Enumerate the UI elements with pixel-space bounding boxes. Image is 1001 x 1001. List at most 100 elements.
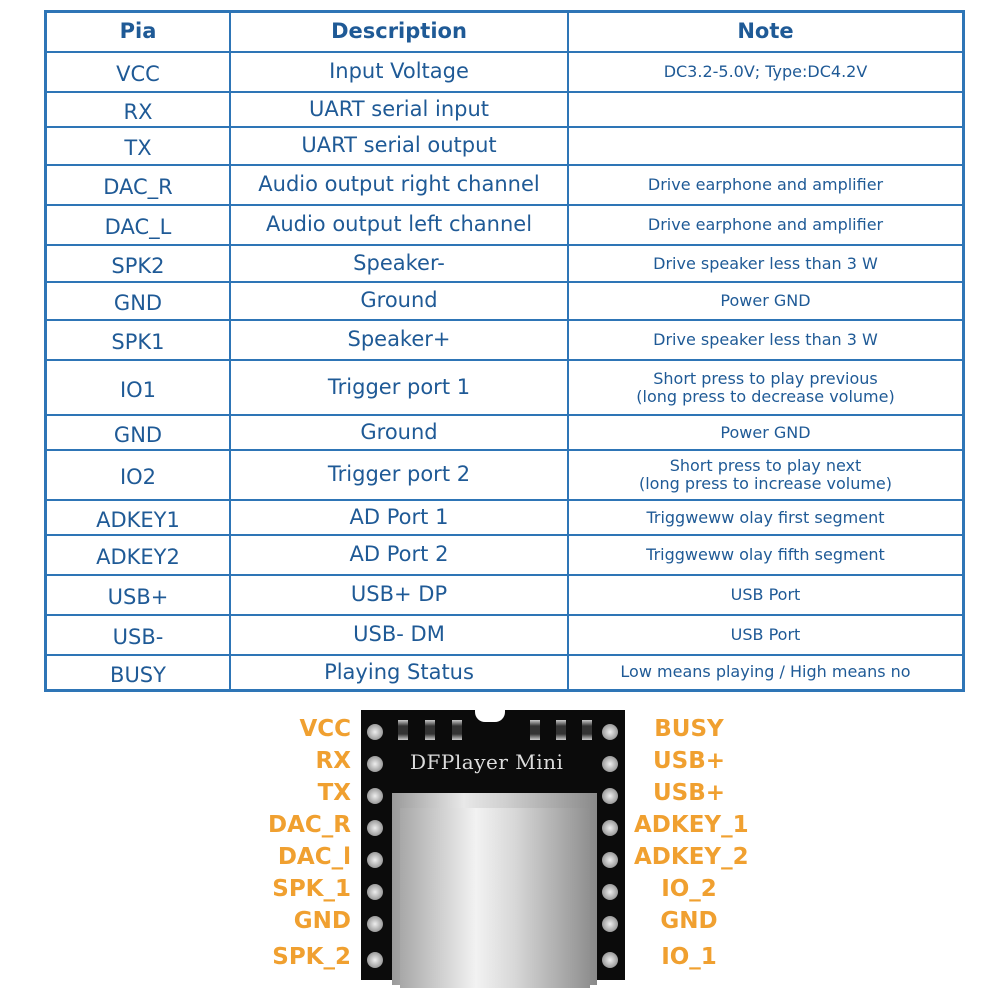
description-cell: UART serial output — [229, 126, 569, 166]
pin-hole — [367, 916, 383, 932]
description-cell: Speaker- — [229, 244, 569, 283]
sd-card-slot-body — [400, 808, 590, 988]
smd-component — [425, 720, 435, 740]
pin-table: Pia Description Note VCC Input Voltage DC3… — [44, 10, 965, 692]
note-cell: Power GND — [567, 281, 965, 321]
description-cell: USB- DM — [229, 614, 569, 656]
table-row: USB- USB- DM USB Port — [44, 614, 965, 656]
left-pin-label: DAC_R — [268, 812, 351, 838]
table-row: DAC_L Audio output left channel Drive earp… — [44, 204, 965, 246]
board-notch — [475, 710, 505, 722]
description-cell: Ground — [229, 414, 569, 451]
header-note: Note — [567, 10, 965, 53]
left-pin-label: RX — [315, 748, 351, 774]
pin-cell: ADKEY1 — [44, 499, 231, 536]
pin-cell: GND — [44, 414, 231, 451]
pin-hole — [602, 952, 618, 968]
note-cell: Triggweww olay fifth segment — [567, 534, 965, 576]
note-cell: Low means playing / High means no — [567, 654, 965, 691]
table-header-row: Pia Description Note — [44, 10, 965, 53]
table-row: USB+ USB+ DP USB Port — [44, 574, 965, 616]
smd-component — [582, 720, 592, 740]
right-pin-label: GND — [660, 908, 718, 934]
table-row: BUSY Playing Status Low means playing / Hi… — [44, 654, 965, 691]
note-cell — [567, 91, 965, 128]
pin-hole — [602, 852, 618, 868]
table-row: TX UART serial output — [44, 126, 965, 166]
smd-component — [452, 720, 462, 740]
note-cell: Short press to play next (long press to … — [567, 449, 965, 501]
pin-cell: GND — [44, 281, 231, 321]
left-pin-label: GND — [293, 908, 351, 934]
smd-component — [556, 720, 566, 740]
left-pin-label: DAC_l — [277, 844, 351, 870]
table-row: DAC_R Audio output right channel Drive ear… — [44, 164, 965, 206]
right-pin-label: IO_2 — [661, 876, 717, 902]
table-row: ADKEY1 AD Port 1 Triggweww olay first segm… — [44, 499, 965, 536]
right-pin-label: USB+ — [652, 748, 726, 774]
smd-component — [398, 720, 408, 740]
right-pin-label: ADKEY_1 — [634, 812, 749, 838]
table-row: SPK2 Speaker- Drive speaker less than 3 W — [44, 244, 965, 283]
pin-hole — [602, 884, 618, 900]
right-pin-label: ADKEY_2 — [634, 844, 749, 870]
table-row: SPK1 Speaker+ Drive speaker less than 3 W — [44, 319, 965, 361]
pin-hole — [367, 724, 383, 740]
pin-cell: RX — [44, 91, 231, 128]
description-cell: Input Voltage — [229, 51, 569, 93]
description-cell: AD Port 1 — [229, 499, 569, 536]
pin-cell: DAC_R — [44, 164, 231, 206]
pin-cell: USB- — [44, 614, 231, 656]
description-cell: AD Port 2 — [229, 534, 569, 576]
left-pin-label: TX — [317, 780, 351, 806]
left-pin-label: SPK_2 — [272, 944, 351, 970]
description-cell: Playing Status — [229, 654, 569, 691]
right-pin-label: USB+ — [652, 780, 726, 806]
description-cell: Audio output right channel — [229, 164, 569, 206]
pin-cell: VCC — [44, 51, 231, 93]
pin-hole — [602, 788, 618, 804]
description-cell: USB+ DP — [229, 574, 569, 616]
pin-cell: USB+ — [44, 574, 231, 616]
left-pin-label: VCC — [299, 716, 351, 742]
note-cell: Drive earphone and amplifier — [567, 164, 965, 206]
header-description: Description — [229, 10, 569, 53]
note-cell: USB Port — [567, 574, 965, 616]
header-pin: Pia — [44, 10, 231, 53]
description-cell: Trigger port 1 — [229, 359, 569, 416]
pin-hole — [367, 884, 383, 900]
table-row: GND Ground Power GND — [44, 281, 965, 321]
note-cell: Drive speaker less than 3 W — [567, 244, 965, 283]
pin-hole — [602, 820, 618, 836]
table-row: GND Ground Power GND — [44, 414, 965, 451]
pin-hole — [602, 756, 618, 772]
note-cell: Triggweww olay first segment — [567, 499, 965, 536]
description-cell: Trigger port 2 — [229, 449, 569, 501]
right-pin-label: BUSY — [654, 716, 724, 742]
pin-cell: TX — [44, 126, 231, 166]
note-cell: Drive earphone and amplifier — [567, 204, 965, 246]
table-row: RX UART serial input — [44, 91, 965, 128]
pin-cell: ADKEY2 — [44, 534, 231, 576]
pin-hole — [602, 724, 618, 740]
pin-hole — [367, 756, 383, 772]
note-cell: Drive speaker less than 3 W — [567, 319, 965, 361]
pin-hole — [367, 952, 383, 968]
pin-hole — [367, 820, 383, 836]
pin-cell: BUSY — [44, 654, 231, 691]
description-cell: Speaker+ — [229, 319, 569, 361]
note-cell: DC3.2-5.0V; Type:DC4.2V — [567, 51, 965, 93]
pin-hole — [602, 916, 618, 932]
pin-cell: SPK1 — [44, 319, 231, 361]
pin-hole — [367, 852, 383, 868]
pin-cell: SPK2 — [44, 244, 231, 283]
table-row: ADKEY2 AD Port 2 Triggweww olay fifth segm… — [44, 534, 965, 576]
pin-cell: IO1 — [44, 359, 231, 416]
table-row: IO2 Trigger port 2 Short press to play nex… — [44, 449, 965, 501]
description-cell: Ground — [229, 281, 569, 321]
pin-cell: IO2 — [44, 449, 231, 501]
left-pin-label: SPK_1 — [272, 876, 351, 902]
right-pin-label: IO_1 — [661, 944, 717, 970]
pin-hole — [367, 788, 383, 804]
note-cell: USB Port — [567, 614, 965, 656]
